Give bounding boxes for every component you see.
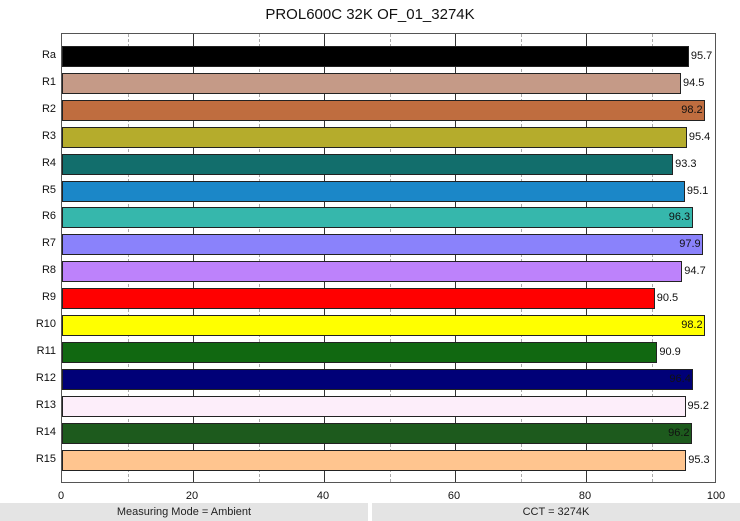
value-label: 94.5 [682,76,705,89]
value-label: 98.2 [681,103,703,116]
value-label: 95.7 [690,50,713,62]
category-label: R12 [35,371,56,384]
bar-ra [62,46,689,67]
category-label: R7 [41,237,56,250]
bar-r13 [62,395,686,417]
bar-r2 [62,99,706,121]
x-tick-label: 60 [447,490,461,502]
bar-r5 [62,180,685,202]
category-label: R11 [36,344,56,357]
value-label: 95.3 [688,453,710,466]
category-label: R15 [35,452,56,465]
bar-r11 [62,341,658,363]
value-label: 95.1 [686,184,709,197]
category-label: R14 [35,425,56,438]
category-label: R3 [41,129,56,142]
category-label: R13 [35,398,56,411]
gridline [258,34,260,482]
bar-r10 [62,315,706,336]
plot-area: 95.7 94.5 98.2 95.4 93.3 95.1 96.3 97.9 94.7 90.5… [61,33,716,483]
bar-r14 [62,422,693,444]
value-label: 98.2 [681,319,703,331]
bar-r8 [62,261,683,283]
category-label: R2 [41,102,56,115]
gridline [586,34,587,482]
x-tick-label: 100 [706,490,726,502]
measuring-mode-status: Measuring Mode = Ambient [0,503,368,521]
value-label: 93.3 [675,157,697,170]
bar-r4 [62,153,674,175]
value-label: 96.3 [668,211,691,224]
bar-r12 [62,368,694,390]
value-label: 96.4 [669,372,691,385]
bar-r6 [62,207,693,229]
x-tick-label: 0 [57,490,65,502]
value-label: 94.7 [684,265,706,278]
category-label: R8 [41,264,56,277]
x-tick-label: 20 [185,490,199,502]
bar-r3 [62,126,687,148]
value-label: 90.9 [659,345,681,358]
gridline [127,34,129,482]
cct-status: CCT = 3274K [372,503,740,521]
x-tick-label: 80 [578,490,592,502]
gridline [455,34,456,482]
gridline [651,34,653,482]
bar-r1 [62,72,681,94]
gridline [193,34,194,482]
value-label: 95.2 [687,399,709,412]
category-label: R10 [35,318,56,330]
value-label: 96.2 [668,426,690,439]
bar-r9 [62,288,655,310]
bar-r15 [62,449,687,471]
category-label: R6 [41,210,56,223]
chart-title: PROL600C 32K OF_01_3274K [265,6,475,23]
gridline [520,34,522,482]
category-label: R9 [41,291,56,304]
gridline [389,34,391,482]
value-label: 95.4 [688,130,711,143]
category-label: R5 [41,183,56,196]
x-tick-label: 40 [316,490,330,502]
category-label: Ra [41,49,56,61]
value-label: 90.5 [656,292,679,305]
gridline [324,34,325,482]
bar-r7 [62,234,704,256]
category-label: R1 [41,75,56,88]
category-label: R4 [41,156,56,169]
value-label: 97.9 [679,238,701,251]
